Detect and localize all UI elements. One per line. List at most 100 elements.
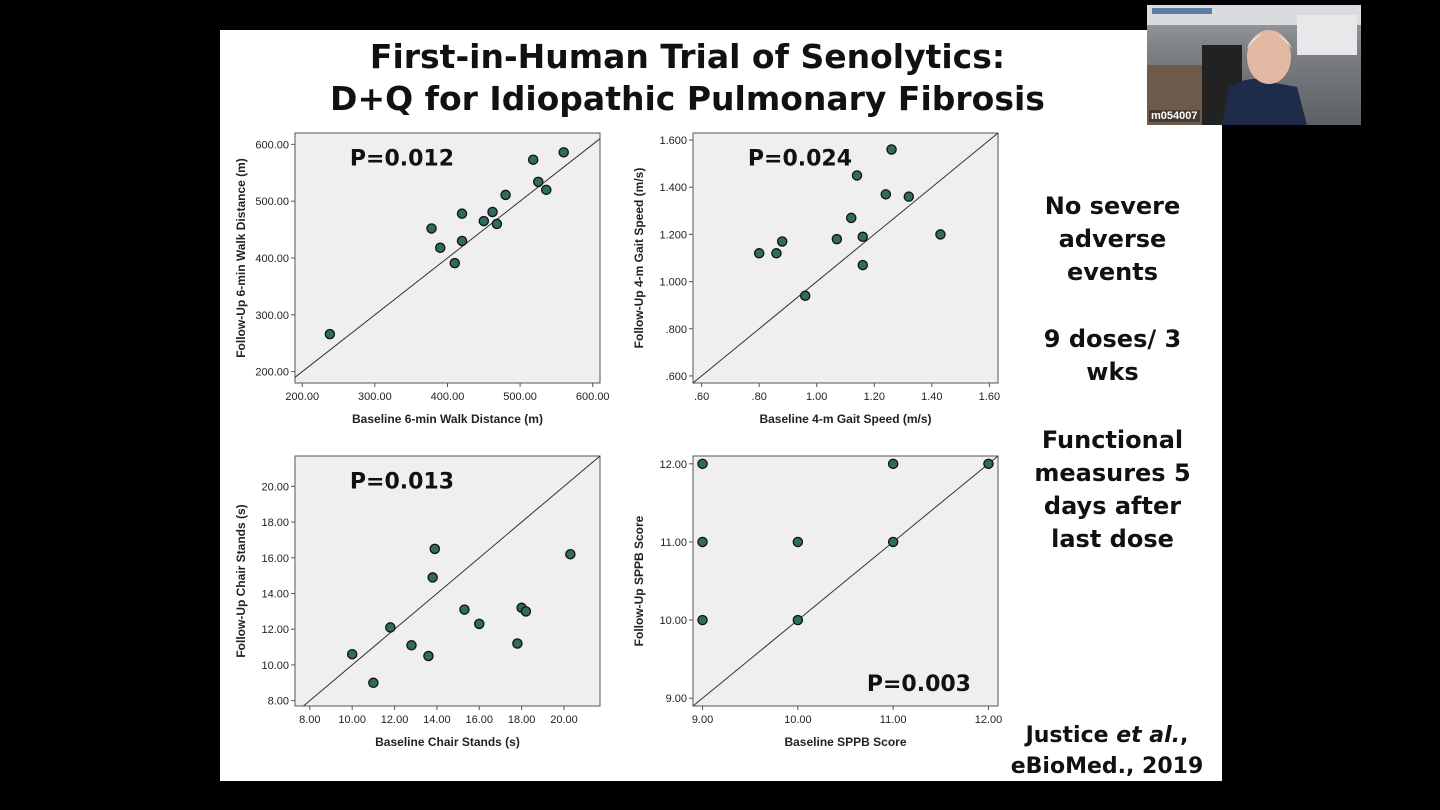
x-tick-label: 16.00 [466, 714, 494, 726]
x-tick-label: 1.00 [806, 391, 827, 403]
scatter-svg: 9.00 10.00 11.00 12.00 9.00 10.00 11.00 12.00 Ba… [632, 455, 1002, 749]
reference-line [303, 455, 601, 707]
data-point [456, 208, 468, 219]
data-point [426, 223, 437, 234]
chart-sppb-score: 9.00 10.00 11.00 12.00 9.00 10.00 11.00 12.00 Ba… [618, 448, 1008, 768]
data-point [903, 191, 915, 202]
y-tick-label: 1.000 [659, 277, 687, 289]
data-point [558, 147, 569, 158]
x-tick-label: 10.00 [338, 714, 366, 726]
data-point [886, 144, 897, 155]
x-tick-label: 10.00 [784, 714, 812, 726]
data-point [324, 328, 336, 340]
data-point [857, 231, 869, 243]
data-point [857, 259, 869, 271]
y-tick-label: 300.00 [255, 310, 289, 322]
data-point [753, 248, 765, 259]
y-tick-label: 9.00 [666, 693, 687, 705]
data-point [776, 236, 788, 247]
data-point [527, 154, 539, 165]
x-axis-label: Baseline 4-m Gait Speed (m/s) [759, 412, 931, 426]
x-tick-label: 1.20 [864, 391, 885, 403]
note-functional-measures: Functional measures 5 days after last do… [1034, 426, 1191, 553]
data-point [406, 640, 417, 651]
data-point [423, 650, 434, 662]
webcam-video-tile: m054007 [1147, 5, 1361, 125]
data-point [887, 458, 899, 470]
citation: Justice et al., eBioMed., 2019 [1002, 720, 1212, 782]
data-point [491, 218, 503, 230]
person-hair [1247, 33, 1292, 49]
x-tick-label: 400.00 [431, 391, 465, 403]
data-point [831, 233, 843, 245]
x-tick-label: 600.00 [576, 391, 610, 403]
y-tick-label: 16.00 [261, 553, 289, 565]
y-tick-label: 18.00 [261, 517, 289, 529]
data-point [541, 184, 552, 196]
scatter-svg: .60 .80 1.00 1.20 1.40 1.60 .600 .800 1.000 1.200… [632, 132, 1000, 426]
x-tick-label: 14.00 [423, 714, 451, 726]
y-tick-label: 1.600 [659, 135, 687, 147]
data-point [887, 536, 899, 548]
chart-walk-distance: 200.00 300.00 400.00 500.00 600.00 200.00 300.… [220, 125, 610, 445]
data-point [533, 176, 544, 188]
y-tick-label: 500.00 [255, 196, 289, 208]
p-value-label: P=0.012 [350, 147, 454, 172]
x-tick-label: 8.00 [299, 714, 320, 726]
data-point [697, 614, 708, 626]
y-tick-label: 8.00 [268, 696, 289, 708]
slide: First-in-Human Trial of Senolytics: D+Q … [220, 30, 1222, 781]
y-axis-label: Follow-Up SPPB Score [632, 515, 646, 646]
x-tick-label: 300.00 [358, 391, 392, 403]
x-tick-label: 1.60 [979, 391, 1000, 403]
chart-chair-stands: 8.00 10.00 12.00 14.00 16.00 18.00 20.00 8.00 10… [220, 448, 610, 768]
x-tick-label: .60 [694, 391, 709, 403]
data-point [880, 189, 892, 200]
x-axis-label: Baseline Chair Stands (s) [375, 735, 520, 749]
data-point [474, 618, 485, 630]
scatter-svg: 8.00 10.00 12.00 14.00 16.00 18.00 20.00 8.00 10… [234, 455, 601, 749]
data-point [368, 677, 379, 689]
y-axis-label: Follow-Up Chair Stands (s) [234, 504, 248, 657]
y-tick-label: 12.00 [659, 459, 687, 471]
data-point [935, 229, 946, 240]
data-point [456, 235, 468, 247]
books [1152, 8, 1212, 14]
reference-line [294, 138, 601, 378]
x-tick-label: 20.00 [550, 714, 578, 726]
reference-line [692, 455, 999, 707]
x-tick-label: 11.00 [880, 714, 907, 726]
whiteboard [1297, 15, 1357, 55]
data-point [434, 242, 446, 254]
slide-title: First-in-Human Trial of Senolytics: D+Q … [220, 36, 1155, 120]
x-tick-label: 18.00 [508, 714, 536, 726]
data-point [792, 536, 804, 548]
data-point [983, 458, 994, 470]
y-tick-label: 1.400 [659, 182, 687, 194]
y-tick-label: 400.00 [255, 253, 289, 265]
person-suit [1222, 78, 1307, 125]
scatter-svg: 200.00 300.00 400.00 500.00 600.00 200.00 300.… [234, 132, 610, 426]
x-tick-label: 500.00 [503, 391, 537, 403]
title-line-2: D+Q for Idiopathic Pulmonary Fibrosis [330, 79, 1045, 118]
y-tick-label: 600.00 [255, 139, 289, 151]
data-point [459, 604, 470, 615]
note-doses: 9 doses/ 3 wks [1043, 325, 1182, 386]
data-point [385, 622, 396, 633]
data-point [799, 290, 811, 301]
y-axis-label: Follow-Up 4-m Gait Speed (m/s) [632, 168, 646, 349]
chart-gait-speed: .60 .80 1.00 1.20 1.40 1.60 .600 .800 1.000 1.200… [618, 125, 1008, 445]
x-tick-label: .80 [752, 391, 767, 403]
data-point [792, 614, 804, 626]
x-tick-label: 200.00 [285, 391, 319, 403]
data-point [500, 189, 511, 201]
data-point [520, 606, 532, 617]
y-tick-label: 200.00 [255, 367, 289, 379]
citation-line-1: Justice et al., [1025, 723, 1189, 748]
data-point [851, 170, 863, 181]
y-tick-label: .800 [666, 324, 687, 336]
y-tick-label: 12.00 [261, 624, 289, 636]
person-face [1247, 30, 1291, 84]
data-point [846, 212, 857, 224]
note-adverse-events: No severe adverse events [1044, 192, 1181, 286]
